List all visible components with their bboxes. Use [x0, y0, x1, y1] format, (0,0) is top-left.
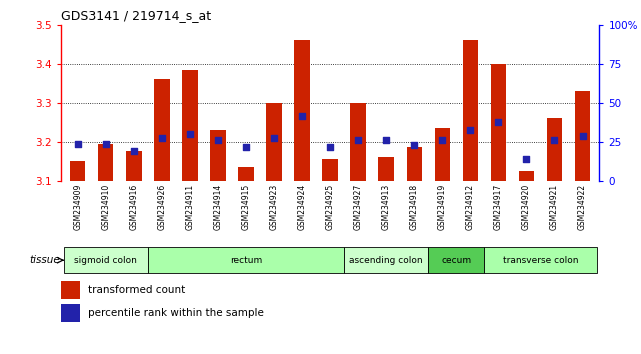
Point	[465, 127, 476, 133]
Text: GSM234923: GSM234923	[269, 184, 279, 230]
Text: GSM234927: GSM234927	[354, 184, 363, 230]
Text: GSM234915: GSM234915	[242, 184, 251, 230]
Bar	[490, 64, 506, 181]
Text: GSM234919: GSM234919	[438, 184, 447, 230]
Text: GSM234911: GSM234911	[185, 184, 194, 230]
Text: GSM234909: GSM234909	[73, 184, 82, 230]
Bar	[519, 171, 534, 181]
Bar	[238, 167, 254, 181]
Text: GSM234912: GSM234912	[466, 184, 475, 230]
Point	[549, 137, 560, 142]
Point	[129, 148, 139, 153]
Point	[157, 135, 167, 141]
Bar	[575, 91, 590, 181]
Point	[325, 144, 335, 150]
Bar	[428, 247, 485, 273]
Bar	[61, 281, 79, 299]
Text: rectum: rectum	[230, 256, 262, 265]
Text: tissue: tissue	[29, 255, 60, 265]
Bar	[406, 147, 422, 181]
Bar	[126, 152, 142, 181]
Text: GSM234913: GSM234913	[381, 184, 391, 230]
Bar	[344, 247, 428, 273]
Point	[409, 143, 419, 148]
Bar	[63, 247, 148, 273]
Text: GDS3141 / 219714_s_at: GDS3141 / 219714_s_at	[61, 9, 211, 22]
Point	[241, 144, 251, 150]
Bar	[294, 40, 310, 181]
Text: GSM234920: GSM234920	[522, 184, 531, 230]
Text: transformed count: transformed count	[88, 285, 185, 295]
Point	[521, 156, 531, 162]
Bar	[182, 70, 197, 181]
Text: cecum: cecum	[441, 256, 471, 265]
Point	[72, 141, 83, 147]
Bar	[70, 161, 85, 181]
Text: GSM234922: GSM234922	[578, 184, 587, 230]
Point	[494, 119, 504, 125]
Point	[578, 133, 588, 139]
Point	[269, 135, 279, 141]
Text: GSM234916: GSM234916	[129, 184, 138, 230]
Text: ascending colon: ascending colon	[349, 256, 423, 265]
Point	[297, 113, 307, 119]
Text: sigmoid colon: sigmoid colon	[74, 256, 137, 265]
Bar	[435, 128, 450, 181]
Bar	[463, 40, 478, 181]
Text: GSM234926: GSM234926	[157, 184, 167, 230]
Bar	[148, 247, 344, 273]
Point	[353, 137, 363, 142]
Point	[213, 137, 223, 142]
Bar	[266, 103, 282, 181]
Point	[101, 141, 111, 147]
Bar	[322, 159, 338, 181]
Text: GSM234924: GSM234924	[297, 184, 306, 230]
Text: transverse colon: transverse colon	[503, 256, 578, 265]
Text: GSM234925: GSM234925	[326, 184, 335, 230]
Bar	[547, 118, 562, 181]
Point	[437, 137, 447, 142]
Text: GSM234917: GSM234917	[494, 184, 503, 230]
Bar	[351, 103, 366, 181]
Bar	[61, 304, 79, 322]
Text: GSM234918: GSM234918	[410, 184, 419, 230]
Point	[381, 137, 391, 142]
Bar	[210, 130, 226, 181]
Text: GSM234921: GSM234921	[550, 184, 559, 230]
Bar	[378, 157, 394, 181]
Text: GSM234910: GSM234910	[101, 184, 110, 230]
Text: GSM234914: GSM234914	[213, 184, 222, 230]
Bar	[154, 79, 170, 181]
Text: percentile rank within the sample: percentile rank within the sample	[88, 308, 263, 318]
Bar	[485, 247, 597, 273]
Point	[185, 131, 195, 137]
Bar	[98, 144, 113, 181]
